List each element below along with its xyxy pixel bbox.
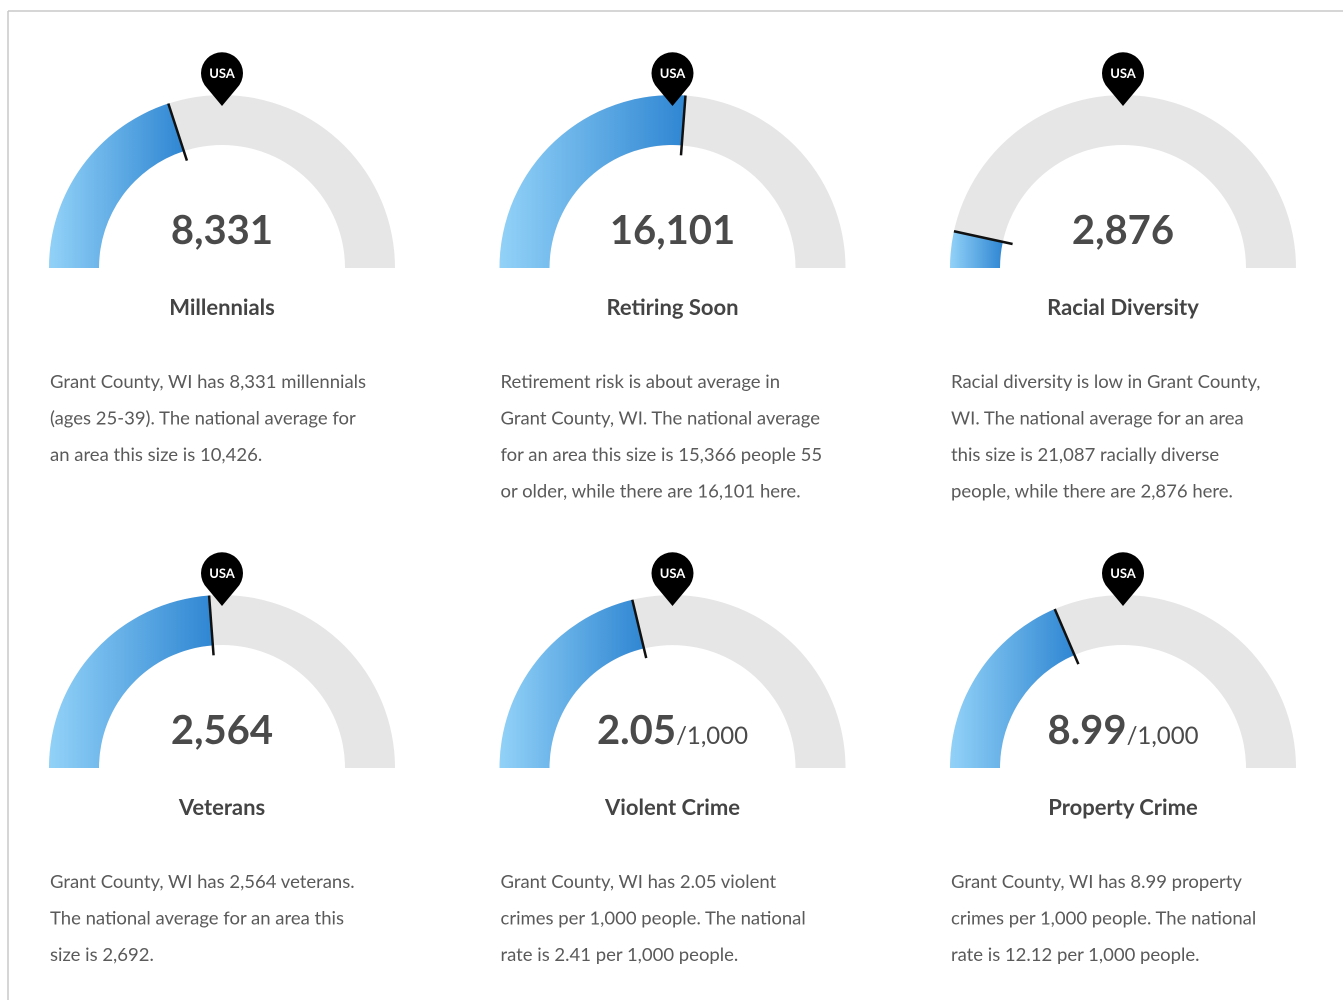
stat-card: USA 2.05/1,000 Violent Crime Grant County, … xyxy=(499,552,846,965)
gauge-needle xyxy=(631,599,648,659)
stat-value: 2,876 xyxy=(1072,205,1174,253)
gauge-fill xyxy=(49,103,184,269)
stat-card: USA 2,564 Veterans Grant County, WI has 2,5… xyxy=(49,552,395,965)
stat-description: for an area this size is 15,366 people 5… xyxy=(501,443,823,465)
usa-marker-label: USA xyxy=(660,65,687,81)
stat-title: Retiring Soon xyxy=(606,293,738,320)
gauge-needle xyxy=(1053,608,1080,665)
stat-card: USA 16,101 Retiring Soon Retirement risk is… xyxy=(499,52,846,502)
stat-value: 2,564 xyxy=(171,705,273,753)
usa-marker-label: USA xyxy=(660,565,687,581)
gauge-fill xyxy=(499,599,644,768)
stat-description: crimes per 1,000 people. The national xyxy=(501,907,806,929)
stat-description: an area this size is 10,426. xyxy=(50,443,262,465)
usa-marker xyxy=(651,552,694,606)
gauge-track xyxy=(950,95,1296,268)
gauge-needle xyxy=(679,95,687,156)
stat-card: USA 8,331 Millennials Grant County, WI has … xyxy=(49,52,395,465)
gauge-fill xyxy=(950,609,1075,768)
stat-description: Grant County, WI has 2.05 violent xyxy=(501,870,777,892)
usa-marker xyxy=(200,52,243,106)
stat-description: rate is 2.41 per 1,000 people. xyxy=(501,943,739,965)
stat-value-number: 8.99 xyxy=(1047,705,1126,753)
stat-value-unit: /1,000 xyxy=(676,721,748,750)
stat-value-unit: /1,000 xyxy=(1127,721,1199,750)
stat-description: size is 2,692. xyxy=(50,943,154,965)
stat-title: Property Crime xyxy=(1048,793,1198,820)
gauge-fill xyxy=(950,231,1003,268)
gauge-fill xyxy=(49,595,213,768)
stat-description: this size is 21,087 racially diverse xyxy=(951,443,1219,465)
stat-title: Veterans xyxy=(178,793,265,820)
usa-marker-label: USA xyxy=(209,565,236,581)
stat-value-number: 2.05 xyxy=(597,705,676,753)
stat-title: Racial Diversity xyxy=(1047,293,1199,320)
stat-value-number: 2,876 xyxy=(1072,205,1174,253)
stat-description: Grant County, WI. The national average xyxy=(501,407,821,429)
usa-marker xyxy=(1102,52,1144,106)
stat-description: rate is 12.12 per 1,000 people. xyxy=(951,943,1200,965)
stat-description: Retirement risk is about average in xyxy=(501,370,781,392)
usa-marker-label: USA xyxy=(1110,565,1137,581)
stat-description: Grant County, WI has 2,564 veterans. xyxy=(50,870,355,892)
usa-marker xyxy=(1101,552,1144,606)
stat-description: crimes per 1,000 people. The national xyxy=(951,907,1256,929)
stat-description: Grant County, WI has 8,331 millennials xyxy=(50,370,366,392)
stat-description: (ages 25-39). The national average for xyxy=(50,407,356,429)
stat-value-number: 16,101 xyxy=(610,205,735,253)
stat-description: Grant County, WI has 8.99 property xyxy=(951,870,1242,892)
stat-card: USA 8.99/1,000 Property Crime Grant County,… xyxy=(950,552,1296,965)
stat-title: Millennials xyxy=(169,293,275,320)
stat-value-number: 2,564 xyxy=(171,705,273,753)
stat-card: USA 2,876 Racial Diversity Racial diversity… xyxy=(950,52,1296,502)
usa-marker xyxy=(201,552,244,606)
stat-description: Racial diversity is low in Grant County, xyxy=(951,370,1261,392)
stat-description: or older, while there are 16,101 here. xyxy=(501,480,801,502)
stat-value: 2.05/1,000 xyxy=(597,705,748,753)
stat-value: 16,101 xyxy=(610,205,735,253)
usa-marker xyxy=(651,52,694,106)
gauge-needle xyxy=(207,595,215,656)
stat-description: people, while there are 2,876 here. xyxy=(951,480,1233,502)
gauge-needle xyxy=(167,103,189,161)
usa-marker-label: USA xyxy=(209,65,236,81)
stat-value: 8,331 xyxy=(171,205,273,253)
stat-value-number: 8,331 xyxy=(171,205,273,253)
stat-description: WI. The national average for an area xyxy=(951,407,1244,429)
stat-title: Violent Crime xyxy=(604,793,740,820)
gauge-fill xyxy=(499,95,686,268)
gauge-needle xyxy=(953,229,1013,246)
usa-marker-label: USA xyxy=(1110,65,1137,81)
stat-value: 8.99/1,000 xyxy=(1047,705,1198,753)
stat-description: The national average for an area this xyxy=(50,907,344,929)
